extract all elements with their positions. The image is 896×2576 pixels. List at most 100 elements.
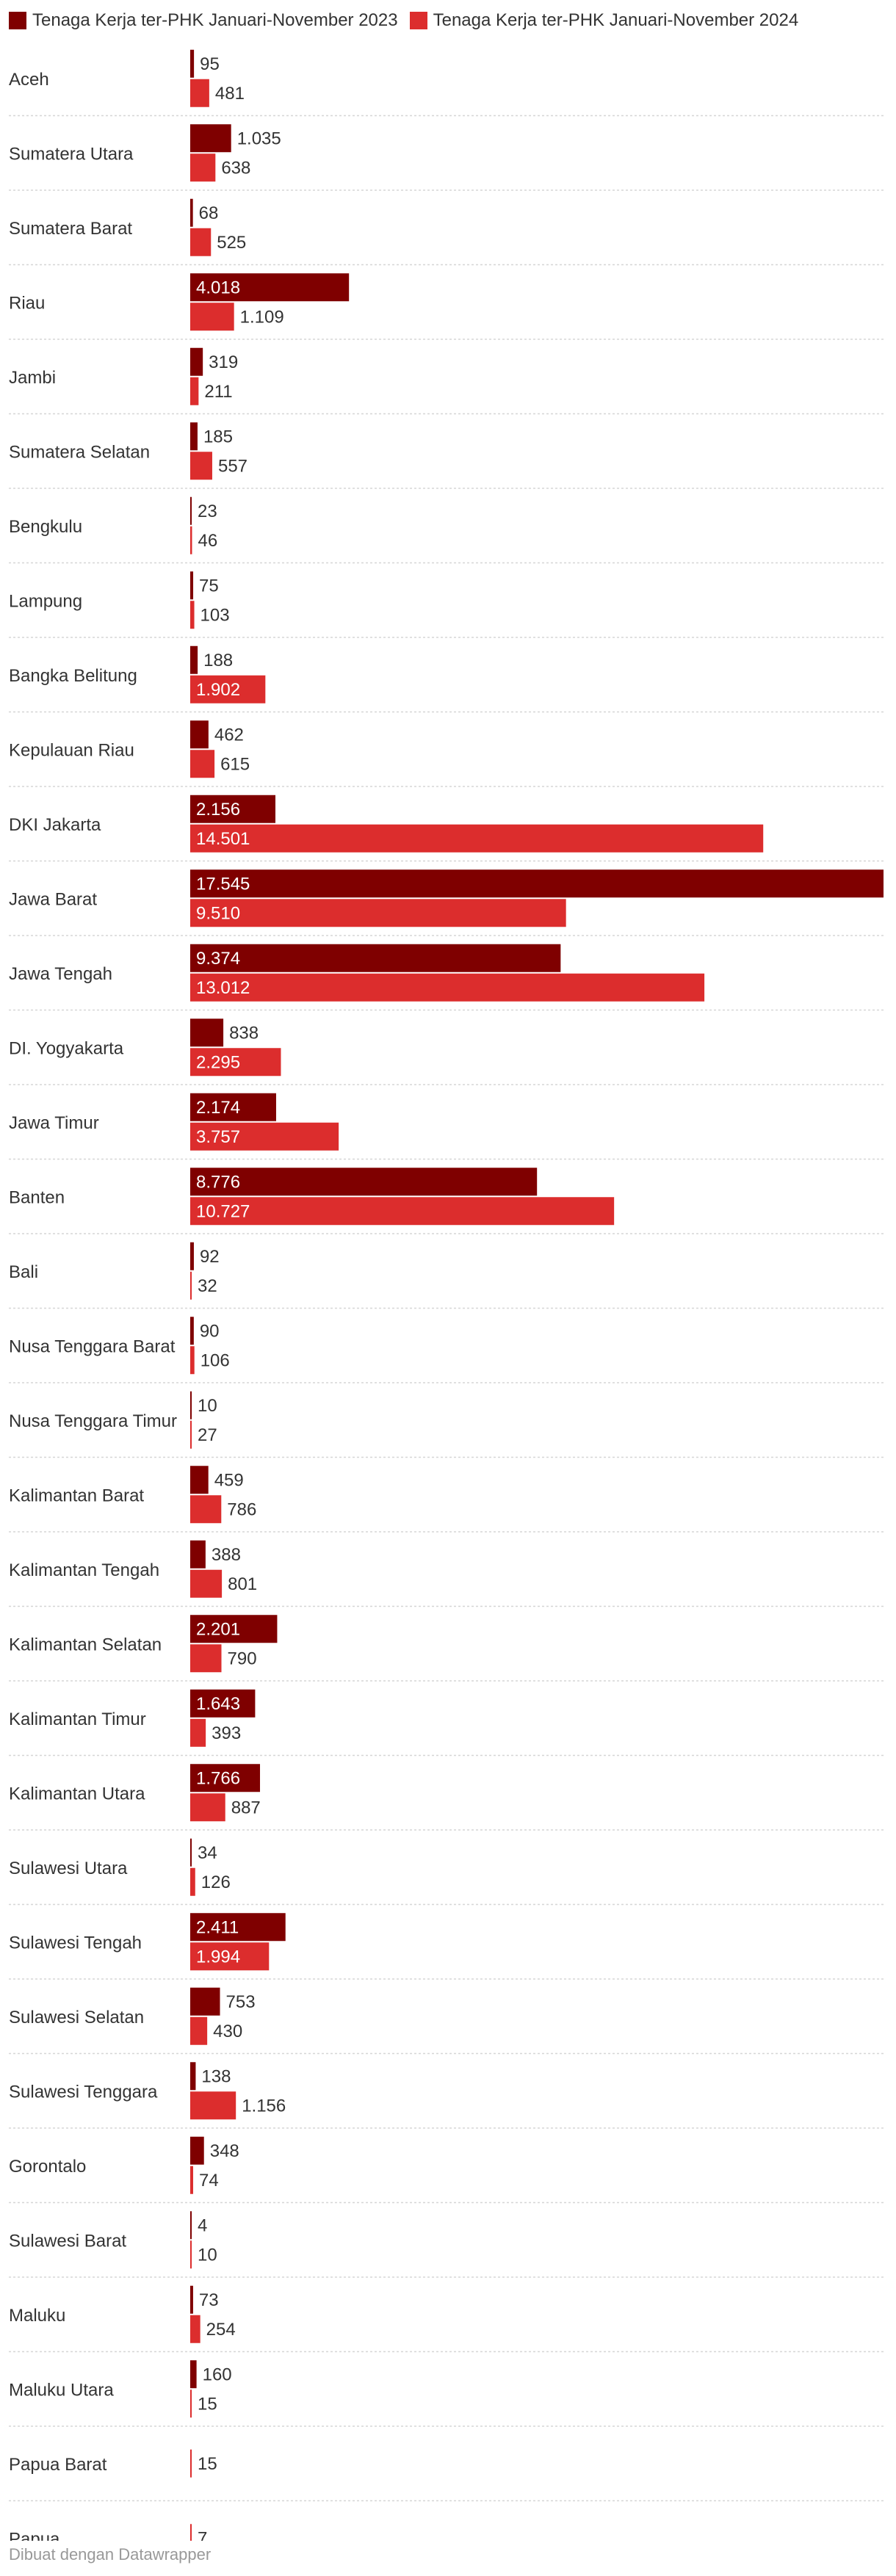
bar-sumatera-selatan-2024	[190, 452, 212, 480]
category-label-kalimantan-tengah: Kalimantan Tengah	[9, 1560, 159, 1580]
data-label-kalimantan-timur-2023: 1.643	[196, 1694, 240, 1714]
legend-swatch-2024	[409, 12, 427, 29]
category-label-kalimantan-utara: Kalimantan Utara	[9, 1784, 145, 1803]
data-label-nusa-tenggara-timur-2024: 27	[198, 1425, 217, 1445]
bar-nusa-tenggara-barat-2023	[190, 1317, 194, 1345]
category-label-sulawesi-tengah: Sulawesi Tengah	[9, 1933, 142, 1953]
bar-lampung-2023	[190, 571, 194, 600]
bar-bangka-belitung-2024	[190, 675, 266, 703]
bar-kalimantan-barat-2024	[190, 1495, 222, 1524]
category-label-nusa-tenggara-barat: Nusa Tenggara Barat	[9, 1336, 176, 1356]
data-label-maluku-2023: 73	[199, 2290, 219, 2310]
data-label-aceh-2024: 481	[215, 84, 245, 104]
data-label-jawa-tengah-2023: 9.374	[196, 949, 240, 969]
category-label-maluku-utara: Maluku Utara	[9, 2380, 114, 2400]
bar-kalimantan-selatan-2024	[190, 1644, 222, 1673]
data-label-sulawesi-tenggara-2024: 1.156	[242, 2096, 286, 2116]
data-label-bali-2024: 32	[198, 1276, 217, 1296]
data-label-bengkulu-2023: 23	[198, 502, 217, 521]
data-label-kalimantan-tengah-2024: 801	[228, 1574, 257, 1594]
bar-jawa-tengah-2023	[190, 944, 561, 972]
legend-swatch-2023	[9, 12, 26, 29]
bar-sulawesi-tenggara-2024	[190, 2091, 236, 2120]
bar-kalimantan-selatan-2023	[190, 1615, 278, 1643]
bar-kalimantan-utara-2023	[190, 1764, 261, 1792]
bar-kepulauan-riau-2024	[190, 750, 215, 778]
data-label-papua-2024: 7	[198, 2528, 207, 2541]
category-label-jawa-barat: Jawa Barat	[9, 889, 97, 909]
bar-sumatera-selatan-2023	[190, 422, 198, 451]
data-label-sulawesi-tengah-2024: 1.994	[196, 1947, 240, 1967]
data-label-sumatera-utara-2024: 638	[221, 158, 250, 178]
bar-banten-2024	[190, 1197, 615, 1226]
data-label-jawa-timur-2024: 3.757	[196, 1127, 240, 1147]
bar-sulawesi-utara-2023	[190, 1838, 192, 1867]
bar-lampung-2024	[190, 601, 195, 629]
bar-sumatera-utara-2024	[190, 153, 216, 182]
bar-sumatera-utara-2023	[190, 124, 231, 153]
category-label-jambi: Jambi	[9, 368, 56, 388]
data-label-kalimantan-selatan-2024: 790	[228, 1649, 257, 1668]
bar-maluku-2024	[190, 2315, 200, 2343]
category-label-di-yogyakarta: DI. Yogyakarta	[9, 1038, 124, 1058]
category-label-bengkulu: Bengkulu	[9, 517, 82, 537]
data-label-aceh-2023: 95	[200, 54, 220, 74]
bar-bangka-belitung-2023	[190, 645, 198, 674]
data-label-kalimantan-utara-2023: 1.766	[196, 1768, 240, 1788]
bar-sulawesi-barat-2024	[190, 2240, 192, 2269]
bar-jawa-timur-2024	[190, 1122, 339, 1151]
bar-kalimantan-barat-2023	[190, 1466, 209, 1494]
bar-kalimantan-utara-2024	[190, 1793, 225, 1822]
bar-sumatera-barat-2023	[190, 198, 193, 227]
category-label-sumatera-selatan: Sumatera Selatan	[9, 442, 150, 462]
bar-sulawesi-barat-2023	[190, 2211, 192, 2240]
data-label-kalimantan-barat-2024: 786	[227, 1499, 256, 1519]
bar-kepulauan-riau-2023	[190, 720, 209, 749]
category-label-kalimantan-timur: Kalimantan Timur	[9, 1710, 146, 1729]
data-label-kalimantan-selatan-2023: 2.201	[196, 1619, 240, 1639]
bar-bali-2023	[190, 1242, 194, 1270]
category-label-sulawesi-selatan: Sulawesi Selatan	[9, 2008, 144, 2027]
bar-banten-2023	[190, 1168, 538, 1196]
data-label-kalimantan-tengah-2023: 388	[212, 1545, 241, 1565]
bar-jawa-tengah-2024	[190, 973, 705, 1002]
data-label-di-yogyakarta-2024: 2.295	[196, 1052, 240, 1072]
bar-kalimantan-timur-2024	[190, 1718, 206, 1747]
data-label-dki-jakarta-2023: 2.156	[196, 800, 240, 820]
data-label-kepulauan-riau-2023: 462	[214, 725, 244, 745]
bar-aceh-2024	[190, 79, 209, 107]
data-label-maluku-utara-2024: 15	[198, 2394, 217, 2414]
data-label-kalimantan-utara-2024: 887	[231, 1798, 261, 1817]
data-label-sumatera-barat-2023: 68	[199, 203, 219, 223]
category-label-nusa-tenggara-timur: Nusa Tenggara Timur	[9, 1411, 177, 1431]
bar-sulawesi-utara-2024	[190, 1867, 195, 1896]
bar-maluku-2023	[190, 2285, 193, 2314]
category-label-kalimantan-barat: Kalimantan Barat	[9, 1486, 144, 1505]
bar-papua-2024	[190, 2524, 192, 2541]
category-label-sumatera-barat: Sumatera Barat	[9, 219, 132, 239]
data-label-bangka-belitung-2023: 188	[203, 651, 233, 670]
data-label-sulawesi-barat-2024: 10	[198, 2245, 217, 2265]
data-label-sulawesi-selatan-2024: 430	[213, 2022, 242, 2041]
data-label-jawa-timur-2023: 2.174	[196, 1098, 240, 1118]
data-label-sumatera-selatan-2023: 185	[203, 427, 233, 446]
data-label-maluku-2024: 254	[206, 2320, 236, 2340]
footer-credit: Dibuat dengan Datawrapper	[9, 2545, 212, 2564]
category-label-papua-barat: Papua Barat	[9, 2455, 107, 2475]
data-label-lampung-2023: 75	[199, 576, 219, 596]
data-label-maluku-utara-2023: 160	[203, 2365, 232, 2384]
legend-label-2024: Tenaga Kerja ter-PHK Januari-November 20…	[433, 10, 799, 30]
data-label-banten-2024: 10.727	[196, 1201, 250, 1221]
data-label-jambi-2024: 211	[204, 382, 232, 402]
bar-gorontalo-2024	[190, 2166, 193, 2194]
category-label-kepulauan-riau: Kepulauan Riau	[9, 740, 134, 760]
data-label-di-yogyakarta-2023: 838	[229, 1023, 259, 1043]
bar-maluku-utara-2023	[190, 2360, 197, 2389]
data-label-riau-2023: 4.018	[196, 278, 240, 297]
category-label-sulawesi-barat: Sulawesi Barat	[9, 2231, 126, 2251]
bar-jambi-2023	[190, 347, 203, 376]
bar-papua-barat-2024	[190, 2449, 192, 2478]
bar-jambi-2024	[190, 377, 199, 405]
category-label-lampung: Lampung	[9, 591, 82, 611]
